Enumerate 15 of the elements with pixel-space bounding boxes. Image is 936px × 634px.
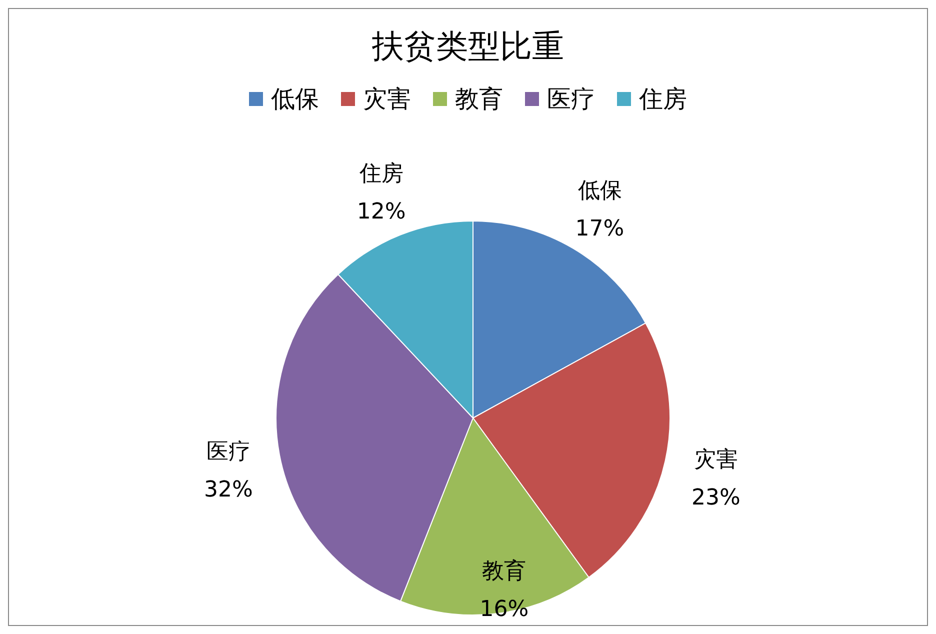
slice-label: 医疗 <box>206 440 250 465</box>
chart-title: 扶贫类型比重 <box>371 26 565 67</box>
data-label: 17% <box>575 216 624 242</box>
legend-label: 灾害 <box>363 84 411 115</box>
legend-label: 低保 <box>271 84 319 115</box>
legend-label: 教育 <box>455 84 503 115</box>
slice-label: 灾害 <box>694 447 738 472</box>
slice-label: 住房 <box>358 161 404 186</box>
data-label: 32% <box>204 478 253 503</box>
legend-label: 医疗 <box>547 84 595 115</box>
slice-label: 低保 <box>578 178 622 204</box>
slice-label: 教育 <box>482 558 526 584</box>
data-label: 12% <box>356 199 406 224</box>
legend-label: 住房 <box>639 84 687 115</box>
data-label: 23% <box>692 485 740 510</box>
